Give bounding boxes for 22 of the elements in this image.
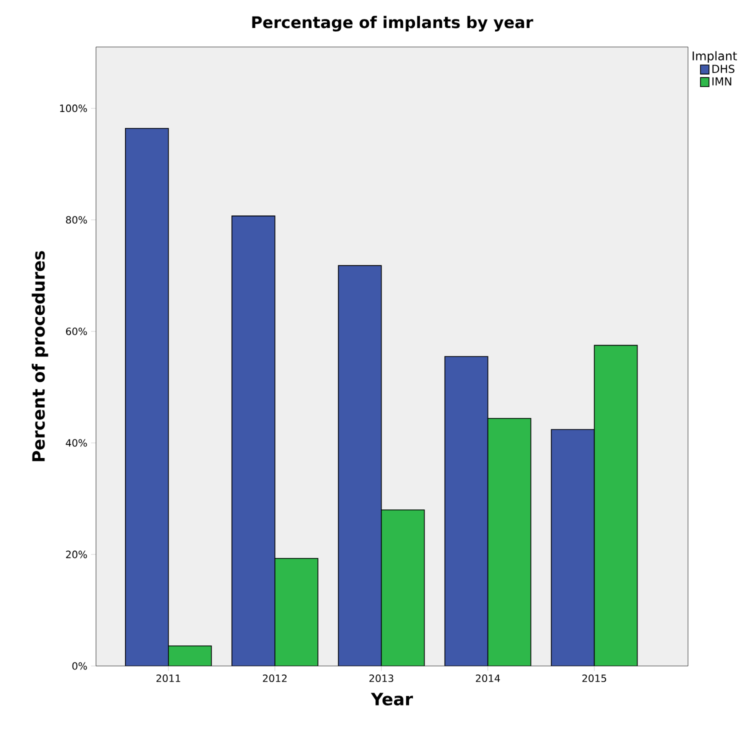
bar bbox=[168, 646, 212, 666]
x-axis-title: Year bbox=[370, 692, 413, 706]
x-tick-label: 2012 bbox=[262, 674, 287, 682]
x-tick-label: 2013 bbox=[369, 674, 394, 682]
x-tick-label: 2015 bbox=[582, 674, 606, 682]
bar bbox=[380, 509, 425, 666]
y-axis-title: Percent of procedures bbox=[32, 251, 48, 462]
x-tick-label: 2014 bbox=[476, 674, 500, 682]
y-tick-label: 0% bbox=[72, 662, 87, 670]
legend-label: DHS bbox=[712, 64, 734, 74]
y-tick-label: 80% bbox=[66, 216, 87, 224]
bar bbox=[274, 558, 318, 666]
legend-title: Implant bbox=[692, 51, 737, 63]
x-tick-label: 2011 bbox=[156, 674, 180, 682]
y-tick-label: 40% bbox=[66, 439, 87, 447]
bar bbox=[594, 344, 638, 666]
legend-label: IMN bbox=[712, 77, 732, 86]
y-tick-label: 60% bbox=[66, 328, 87, 336]
y-tick-label: 100% bbox=[60, 104, 87, 112]
y-tick-label: 20% bbox=[66, 550, 87, 558]
chart-title: Percentage of implants by year bbox=[252, 16, 534, 32]
bar bbox=[487, 418, 532, 666]
